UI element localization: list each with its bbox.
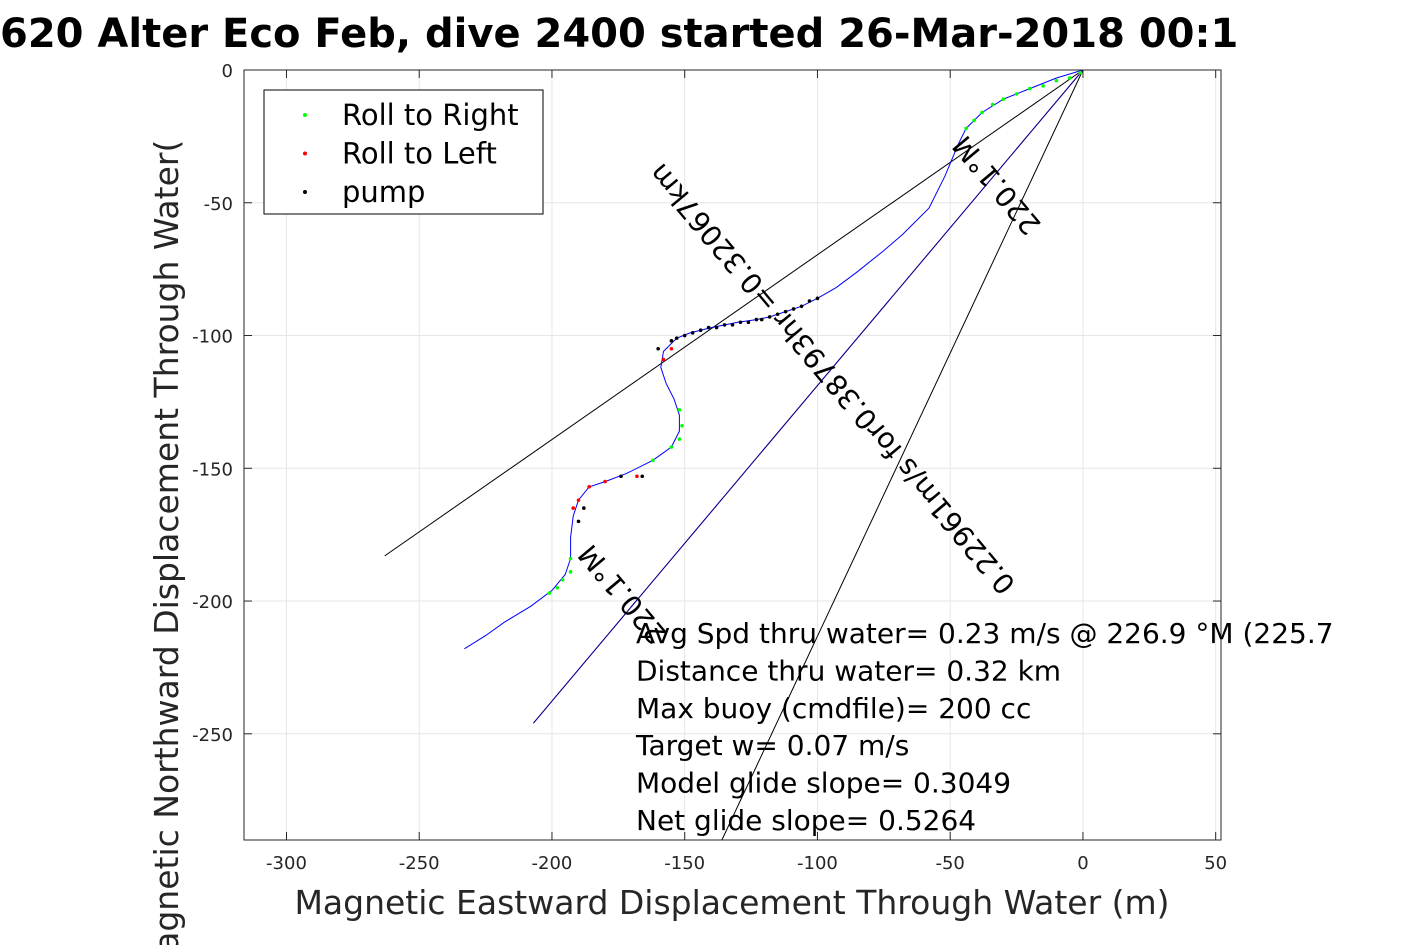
- roll-right-marker: [972, 118, 976, 123]
- black-line-1: [384, 70, 1084, 557]
- pump-marker: [767, 315, 772, 319]
- y-tick-label: -50: [204, 194, 233, 215]
- roll-right-marker: [560, 577, 565, 582]
- y-axis-label: Magnetic Northward Displacement Through …: [147, 140, 186, 945]
- pump-marker: [730, 323, 735, 327]
- roll-left-marker: [603, 479, 607, 484]
- annotation-line: Target w= 0.07 m/s: [635, 729, 909, 762]
- legend-label: Roll to Left: [342, 137, 497, 171]
- roll-right-marker: [555, 585, 560, 590]
- pump-marker: [698, 328, 703, 333]
- pump-markers: [576, 296, 820, 524]
- pump-marker: [807, 299, 812, 303]
- y-tick-label: 0: [222, 61, 233, 82]
- pump-marker: [759, 317, 764, 322]
- pump-marker: [640, 474, 645, 479]
- roll-right-marker: [964, 126, 968, 131]
- roll-left-marker: [587, 485, 591, 489]
- y-tick-label: -250: [192, 725, 233, 746]
- annotation-line: Net glide slope= 0.5264: [636, 804, 976, 837]
- roll-right-marker: [990, 102, 995, 107]
- roll-right-markers: [547, 70, 1083, 595]
- pump-marker: [722, 323, 727, 327]
- pump-marker: [706, 325, 711, 330]
- x-tick-label: -200: [532, 853, 573, 874]
- pump-marker: [754, 317, 759, 322]
- pump-marker: [815, 296, 820, 301]
- annotation-line: Max buoy (cmdfile)= 200 cc: [636, 692, 1031, 725]
- legend-marker: [303, 190, 307, 194]
- plot-box: [243, 69, 1222, 841]
- x-tick-label: -50: [935, 853, 964, 874]
- roll-right-marker: [651, 458, 655, 463]
- legend-box: [263, 89, 544, 215]
- x-tick-label: 0: [1077, 853, 1088, 874]
- roll-left-marker: [576, 498, 581, 502]
- roll-left-marker: [635, 474, 639, 479]
- roll-right-marker: [1078, 70, 1083, 75]
- roll-right-marker: [1014, 92, 1019, 96]
- annotation-line: Distance thru water= 0.32 km: [636, 654, 1061, 687]
- roll-right-marker: [568, 570, 573, 574]
- legend-marker: [303, 113, 307, 117]
- roll-right-marker: [1067, 76, 1072, 80]
- reference-lines: [384, 70, 1084, 840]
- roll-right-marker: [1001, 97, 1006, 102]
- roll-right-marker: [677, 437, 682, 441]
- roll-left-marker: [571, 506, 576, 510]
- pump-marker: [582, 506, 586, 510]
- pump-marker: [791, 307, 796, 311]
- x-tick-label: -300: [266, 853, 307, 874]
- roll-right-marker: [1028, 86, 1032, 91]
- roll-left-markers: [571, 346, 674, 510]
- legend: Roll to Right Roll to Left pump: [263, 89, 544, 215]
- roll-right-marker: [677, 408, 682, 412]
- x-tick-label: -250: [399, 853, 440, 874]
- x-tick-label: -100: [797, 853, 838, 874]
- pump-marker: [619, 474, 623, 479]
- annotation-block: Avg Spd thru water= 0.23 m/s @ 226.9 °M …: [635, 617, 1334, 837]
- pump-marker: [714, 325, 719, 330]
- legend-marker: [303, 151, 307, 156]
- pump-marker: [690, 331, 695, 335]
- pump-marker: [775, 312, 780, 317]
- chart-title: 620 Alter Eco Feb, dive 2400 started 26-…: [0, 11, 1238, 57]
- legend-label: Roll to Right: [342, 98, 519, 132]
- roll-right-marker: [568, 556, 573, 561]
- pump-marker: [656, 346, 660, 351]
- pump-marker: [738, 320, 743, 325]
- pump-marker: [799, 304, 804, 309]
- dark-line: [533, 70, 1084, 724]
- axis-ticks: -300 -250 -200 -150 -100 -50 0 50 0 -50 -100 -150 -2…: [192, 61, 1227, 874]
- pump-marker: [669, 339, 674, 343]
- pump-marker: [682, 333, 687, 338]
- roll-right-marker: [1054, 78, 1059, 83]
- black-line-2: [721, 70, 1084, 840]
- y-tick-label: -150: [192, 459, 233, 480]
- pump-marker: [674, 336, 679, 340]
- roll-right-marker: [547, 591, 552, 595]
- x-tick-label: -150: [664, 853, 705, 874]
- x-tick-label: 50: [1204, 853, 1227, 874]
- pump-marker: [576, 519, 581, 524]
- annotation-line: Avg Spd thru water= 0.23 m/s @ 226.9 °M …: [636, 617, 1334, 650]
- annotation-line: Model glide slope= 0.3049: [636, 767, 1011, 800]
- pump-marker: [783, 309, 788, 314]
- roll-left-marker: [669, 346, 674, 351]
- roll-right-marker: [1041, 84, 1045, 88]
- x-axis-label: Magnetic Eastward Displacement Through W…: [294, 883, 1169, 922]
- y-tick-label: -200: [192, 592, 233, 613]
- legend-label: pump: [342, 175, 425, 209]
- roll-right-marker: [980, 110, 984, 115]
- roll-left-marker: [661, 357, 666, 362]
- y-tick-label: -100: [192, 327, 233, 348]
- pump-marker: [746, 320, 751, 325]
- roll-right-marker: [669, 445, 674, 449]
- roll-right-marker: [680, 423, 684, 428]
